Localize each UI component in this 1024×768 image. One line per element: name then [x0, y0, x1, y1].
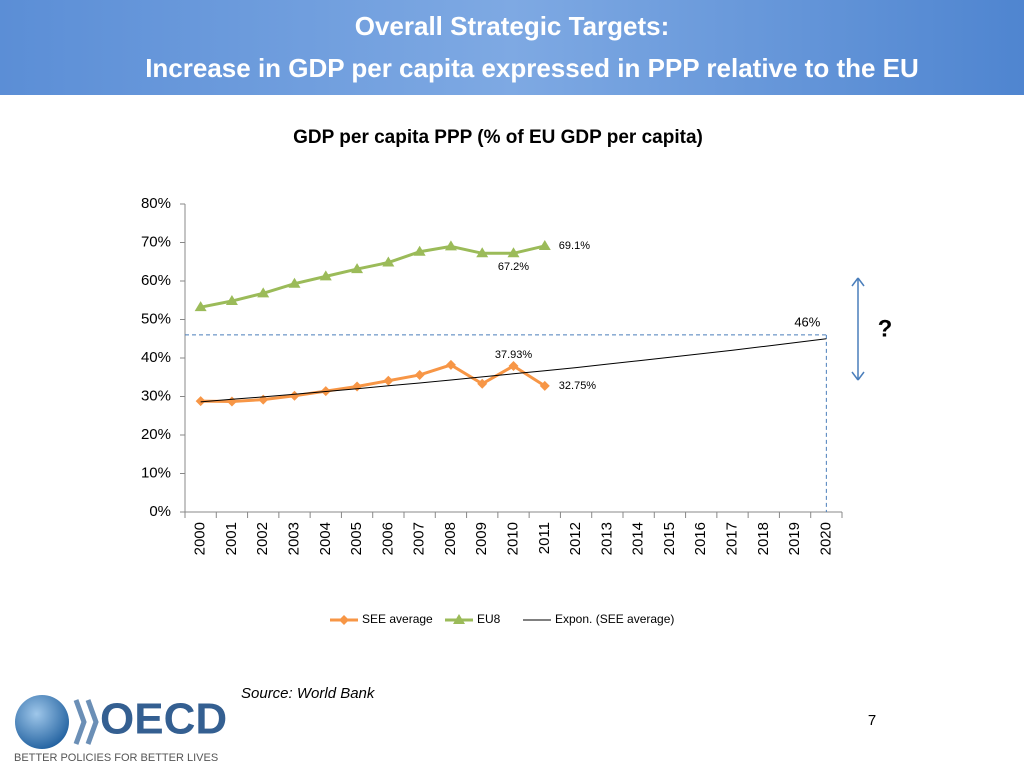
- data-point: [508, 360, 519, 371]
- data-point: [288, 277, 301, 288]
- header-band: [0, 0, 1024, 95]
- x-tick-label: 2016: [692, 522, 709, 555]
- y-tick-label: 60%: [141, 272, 171, 289]
- data-point: [413, 245, 426, 256]
- chart-title: GDP per capita PPP (% of EU GDP per capi…: [293, 127, 703, 148]
- data-label: 37.93%: [495, 349, 533, 361]
- x-tick-label: 2006: [379, 522, 396, 555]
- data-point: [507, 247, 520, 258]
- x-tick-label: 2012: [567, 522, 584, 555]
- x-tick-label: 2010: [504, 522, 521, 555]
- data-point: [477, 378, 488, 389]
- target-label: 46%: [794, 314, 820, 329]
- data-point: [225, 295, 238, 306]
- source: Source: World Bank: [241, 685, 376, 702]
- x-tick-label: 2004: [317, 522, 334, 555]
- x-tick-label: 2019: [786, 522, 803, 555]
- legend-marker: [339, 615, 349, 625]
- y-tick-label: 0%: [149, 503, 171, 520]
- data-point: [445, 359, 456, 370]
- data-point: [257, 287, 270, 298]
- x-tick-label: 2013: [598, 522, 615, 555]
- data-point: [352, 381, 363, 392]
- data-label: 32.75%: [559, 380, 597, 392]
- data-label: 67.2%: [498, 261, 529, 273]
- data-label: 69.1%: [559, 240, 590, 252]
- y-tick-label: 80%: [141, 195, 171, 212]
- data-point: [258, 394, 269, 405]
- data-point: [289, 390, 300, 401]
- data-point: [226, 396, 237, 407]
- y-tick-label: 10%: [141, 464, 171, 481]
- gap-arrow: [851, 277, 865, 381]
- data-point: [194, 301, 207, 312]
- logo-name: OECD: [100, 695, 227, 744]
- logo-chevrons: [73, 699, 99, 745]
- page-number: 7: [868, 712, 876, 729]
- data-point: [319, 270, 332, 281]
- x-tick-label: 2005: [348, 522, 365, 555]
- y-tick-label: 70%: [141, 233, 171, 250]
- data-point: [195, 396, 206, 407]
- legend-label: Expon. (SEE average): [555, 612, 674, 626]
- logo-globe: [15, 695, 69, 749]
- x-tick-label: 2011: [536, 522, 553, 554]
- data-point: [382, 256, 395, 267]
- x-tick-label: 2020: [817, 522, 834, 555]
- x-tick-label: 2000: [192, 522, 209, 555]
- x-tick-label: 2014: [630, 522, 647, 555]
- x-tick-label: 2008: [442, 522, 459, 555]
- series-line: [200, 363, 546, 404]
- legend-marker: [453, 614, 465, 624]
- data-point: [538, 239, 551, 250]
- y-tick-label: 30%: [141, 387, 171, 404]
- legend-label: EU8: [477, 612, 501, 626]
- data-point: [383, 375, 394, 386]
- x-tick-label: 2007: [411, 522, 428, 555]
- data-point: [539, 380, 550, 391]
- x-tick-label: 2003: [285, 522, 302, 555]
- logo-tagline: BETTER POLICIES FOR BETTER LIVES: [14, 752, 218, 764]
- x-tick-label: 2002: [254, 522, 271, 555]
- y-tick-label: 50%: [141, 310, 171, 327]
- x-tick-label: 2009: [473, 522, 490, 555]
- series-line: [200, 244, 546, 309]
- slide-title: Overall Strategic Targets:: [355, 11, 670, 41]
- y-tick-label: 20%: [141, 426, 171, 443]
- data-point: [351, 263, 364, 274]
- legend-label: SEE average: [362, 612, 433, 626]
- trend-line: [200, 338, 827, 403]
- data-point: [414, 369, 425, 380]
- data-point: [444, 240, 457, 251]
- x-tick-label: 2018: [755, 522, 772, 555]
- question-mark: ?: [878, 315, 893, 342]
- slide-subtitle: Increase in GDP per capita expressed in …: [145, 53, 919, 83]
- x-tick-label: 2017: [723, 522, 740, 555]
- x-tick-label: 2015: [661, 522, 678, 555]
- y-tick-label: 40%: [141, 349, 171, 366]
- data-point: [476, 247, 489, 258]
- x-tick-label: 2001: [223, 522, 240, 555]
